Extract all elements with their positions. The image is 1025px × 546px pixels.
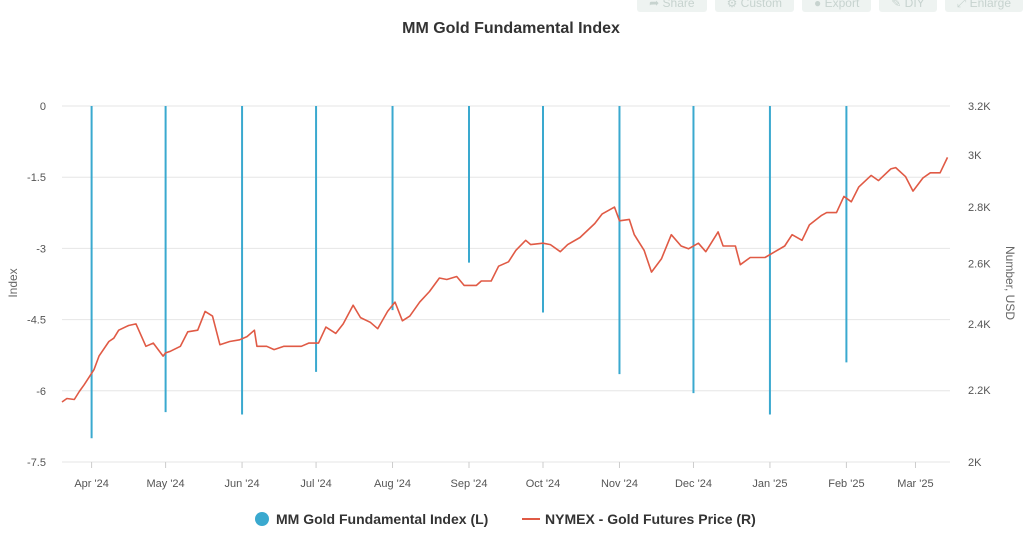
left-tick-label: -4.5: [27, 315, 46, 327]
left-tick-label: 0: [40, 101, 46, 113]
right-tick-label: 2.6K: [968, 258, 991, 270]
pencil-icon: ✎: [891, 0, 905, 10]
legend-item-price[interactable]: NYMEX - Gold Futures Price (R): [522, 511, 756, 527]
x-tick-label: Jun '24: [224, 478, 259, 490]
user-icon: ●: [814, 0, 825, 10]
x-tick-label: Feb '25: [828, 478, 864, 490]
price-line-layer: [61, 157, 949, 403]
x-tick-label: Jan '25: [752, 478, 787, 490]
price-line: [61, 157, 949, 403]
x-tick-label: Aug '24: [374, 478, 411, 490]
x-axis-ticks: Apr '24 May '24 Jun '24 Jul '24 Aug '24 Sep '…: [74, 462, 934, 490]
right-tick-label: 2.2K: [968, 385, 991, 397]
right-tick-label: 3K: [968, 150, 982, 162]
legend-marker-index: [255, 512, 269, 526]
x-tick-label: Jul '24: [300, 478, 331, 490]
right-axis-ticks: 3.2K 3K 2.8K 2.6K 2.4K 2.2K 2K: [968, 101, 991, 469]
enlarge-button[interactable]: ⤢ Enlarge: [944, 0, 1023, 12]
left-tick-label: -7.5: [27, 457, 46, 469]
chart-title: MM Gold Fundamental Index: [402, 20, 620, 37]
x-tick-label: Dec '24: [675, 478, 712, 490]
right-tick-label: 2K: [968, 457, 982, 469]
index-bars: [90, 106, 848, 439]
grid: [62, 105, 950, 463]
right-tick-label: 2.8K: [968, 202, 991, 214]
x-tick-label: Mar '25: [897, 478, 933, 490]
legend: MM Gold Fundamental Index (L) NYMEX - Go…: [255, 511, 756, 527]
left-axis-label: Index: [6, 268, 20, 297]
diy-button[interactable]: ✎ DIY: [879, 0, 937, 12]
x-tick-label: Sep '24: [451, 478, 488, 490]
right-tick-label: 3.2K: [968, 101, 991, 113]
export-button[interactable]: ● Export: [802, 0, 872, 12]
left-tick-label: -3: [36, 243, 46, 255]
left-tick-label: -1.5: [27, 172, 46, 184]
right-tick-label: 2.4K: [968, 319, 991, 331]
left-tick-label: -6: [36, 386, 46, 398]
left-axis-ticks: 0 -1.5 -3 -4.5 -6 -7.5: [27, 101, 46, 469]
chart-toolbar: ➦ Share ⚙ Custom ● Export ✎ DIY ⤢ Enlarg…: [637, 0, 1023, 12]
x-tick-label: Nov '24: [601, 478, 638, 490]
legend-label-index: MM Gold Fundamental Index (L): [276, 511, 488, 527]
gear-icon: ⚙: [726, 0, 741, 10]
share-icon: ➦: [649, 0, 663, 10]
share-button[interactable]: ➦ Share: [637, 0, 707, 12]
x-tick-label: May '24: [147, 478, 185, 490]
legend-item-index[interactable]: MM Gold Fundamental Index (L): [255, 511, 488, 527]
x-tick-label: Oct '24: [526, 478, 561, 490]
legend-label-price: NYMEX - Gold Futures Price (R): [545, 511, 756, 527]
right-axis-label: Number, USD: [1003, 246, 1017, 320]
custom-button[interactable]: ⚙ Custom: [714, 0, 794, 12]
expand-icon: ⤢: [956, 0, 970, 10]
x-tick-label: Apr '24: [74, 478, 109, 490]
